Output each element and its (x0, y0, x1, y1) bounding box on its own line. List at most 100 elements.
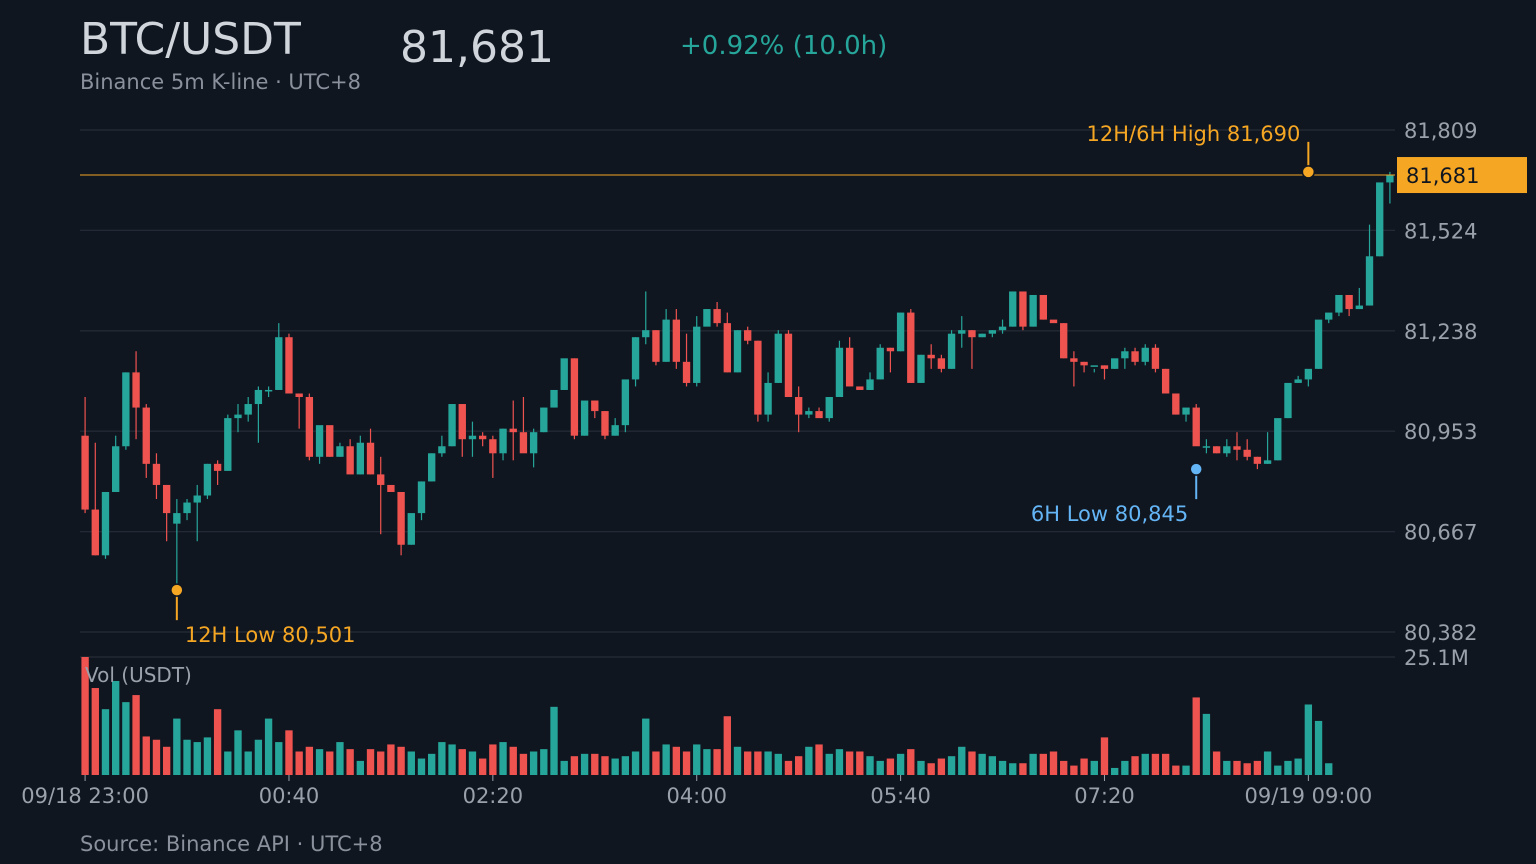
volume-bar (866, 756, 874, 775)
volume-bar (947, 756, 956, 775)
volume-bar (835, 749, 844, 775)
candle-body (1325, 312, 1333, 320)
volume-bar (346, 749, 354, 775)
candle-body (1243, 449, 1251, 457)
volume-bar (275, 742, 283, 775)
volume-bar (183, 739, 191, 775)
volume-bar (611, 758, 619, 775)
candle-body (825, 397, 833, 419)
volume-bar (162, 746, 171, 775)
volume-bar (652, 751, 660, 775)
candle-body (570, 358, 579, 436)
volume-bar (1263, 751, 1272, 775)
volume-bar (234, 730, 242, 775)
candle-body (448, 404, 456, 447)
candle-body (1009, 291, 1017, 327)
volume-bar (642, 718, 650, 775)
candle-body (652, 330, 660, 362)
volume-bar (774, 753, 782, 775)
volume-bar (1233, 760, 1241, 775)
candle-body (988, 330, 997, 334)
candle-body (866, 379, 874, 390)
volume-bar (417, 758, 426, 775)
candle-body (672, 319, 681, 362)
volume-bar (224, 751, 232, 775)
candle-body (519, 432, 528, 454)
candle-body (1386, 175, 1394, 183)
candle-body (346, 446, 354, 475)
volume-bar (937, 758, 946, 775)
candle-body (1212, 446, 1221, 454)
y-tick-label: 80,382 (1404, 621, 1477, 645)
candle-body (1161, 368, 1170, 394)
volume-bar (193, 742, 201, 775)
volume-bar (244, 751, 252, 775)
volume-bar (1274, 765, 1282, 775)
candle-body (244, 404, 252, 415)
candle-body (978, 333, 986, 338)
candle-body (886, 347, 895, 352)
candle-body (1060, 323, 1068, 359)
volume-bar (968, 751, 976, 775)
y-tick-label: 80,667 (1404, 521, 1477, 545)
volume-bar (1172, 765, 1180, 775)
volume-bar (1019, 763, 1027, 775)
candle-body (682, 361, 691, 383)
candle-body (356, 442, 364, 475)
volume-bar (336, 742, 344, 775)
x-tick-label: 05:40 (870, 784, 931, 808)
volume-bar (1131, 756, 1139, 775)
volume-bar (91, 688, 99, 775)
candle-body (1090, 365, 1098, 367)
volume-bar (1192, 697, 1200, 775)
volume-bar (132, 695, 140, 775)
volume-bar (1294, 758, 1302, 775)
volume-bar (764, 751, 772, 775)
candle-body (958, 330, 966, 334)
volume-bar (254, 739, 263, 775)
volume-bar (591, 753, 599, 775)
candle-body (631, 337, 640, 380)
candle-body (152, 463, 161, 485)
candle-body (101, 491, 110, 556)
y-tick-label: 81,809 (1404, 119, 1477, 143)
candle-body (1070, 358, 1078, 362)
volume-bar (784, 760, 793, 775)
volume-bar (693, 744, 701, 775)
volume-bar (886, 758, 895, 775)
volume-bar (703, 749, 711, 775)
candle-body (489, 439, 497, 454)
volume-bar (428, 753, 436, 775)
volume-bar (723, 716, 731, 775)
candle-body (285, 337, 293, 394)
volume-bar (978, 753, 986, 775)
volume-bar (754, 751, 762, 775)
volume-bar (794, 756, 803, 775)
volume-bar (499, 742, 507, 775)
volume-bar (550, 706, 558, 775)
x-tick-label: 04:00 (666, 784, 727, 808)
candle-body (703, 309, 711, 327)
volume-bar (509, 746, 517, 775)
candle-body (1284, 382, 1292, 419)
candle-body (1355, 305, 1363, 310)
candle-body (1121, 351, 1129, 359)
candle-body (254, 389, 263, 405)
candle-body (591, 400, 599, 412)
candle-body (896, 312, 905, 352)
volume-bar (1029, 753, 1037, 775)
high-annotation: 12H/6H High 81,690 (1087, 122, 1301, 146)
volume-bar (713, 749, 721, 775)
volume-bar (662, 744, 670, 775)
candle-body (397, 491, 405, 545)
candle-body (1376, 182, 1384, 257)
volume-bar (805, 746, 813, 775)
current-price: 81,681 (400, 22, 554, 73)
candle-body (315, 425, 324, 457)
candle-body (1263, 460, 1272, 464)
candle-body (1365, 256, 1374, 306)
volume-bar (366, 749, 375, 775)
candle-body (744, 330, 752, 341)
candle-body (305, 397, 314, 457)
candle-body (642, 330, 650, 338)
